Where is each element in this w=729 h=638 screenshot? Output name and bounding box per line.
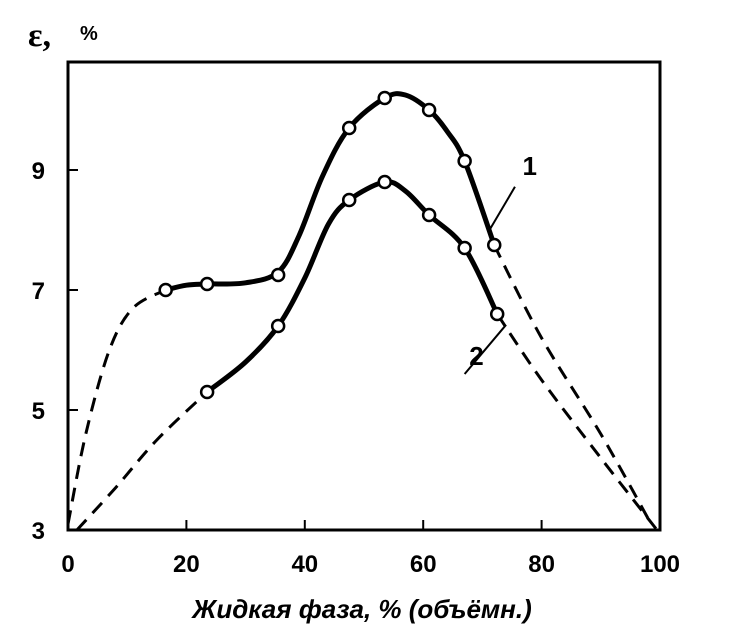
series-2-point [270,318,286,334]
series-1-point [421,102,437,118]
y-tick-label: 7 [32,278,45,305]
series-1-point [158,282,173,298]
series-1-point [457,153,472,169]
curve-label-1: 1 [523,151,537,181]
series-2-point [341,192,357,208]
y-tick-label: 3 [32,518,45,545]
x-tick-label: 20 [173,551,200,578]
curve-label-leader-1 [488,186,516,231]
series-1-point [341,120,357,136]
series-1-point [377,90,392,106]
series-2-dashed-start [75,390,209,532]
series-2-point [457,240,472,256]
y-axis-unit: % [80,23,98,45]
y-tick-label: 5 [32,398,45,425]
y-axis-symbol: ε, [28,17,51,54]
series-2-point [489,306,505,322]
series-1-solid-line [165,91,497,293]
series-2-dashed-tail [495,313,659,531]
x-tick-label: 60 [410,551,437,578]
x-tick-label: 100 [640,551,680,578]
x-tick-label: 80 [528,551,555,578]
curve-label-leader-2 [463,324,507,375]
x-tick-label: 0 [61,551,74,578]
plot-frame [66,60,662,532]
series-1-point [199,276,215,292]
y-tick-label: 9 [32,158,45,185]
series-1-dashed-tail [492,244,653,525]
x-axis-label: Жидкая фаза, % (объёмн.) [190,594,532,624]
series-1-dashed-start [66,288,167,525]
series-1-point [270,267,286,283]
series-2-point [199,384,215,400]
series-2-solid-line [205,179,500,394]
series-1-point [486,237,502,253]
series-2-point [377,174,392,190]
x-tick-label: 40 [291,551,318,578]
series-2-point [421,207,437,223]
